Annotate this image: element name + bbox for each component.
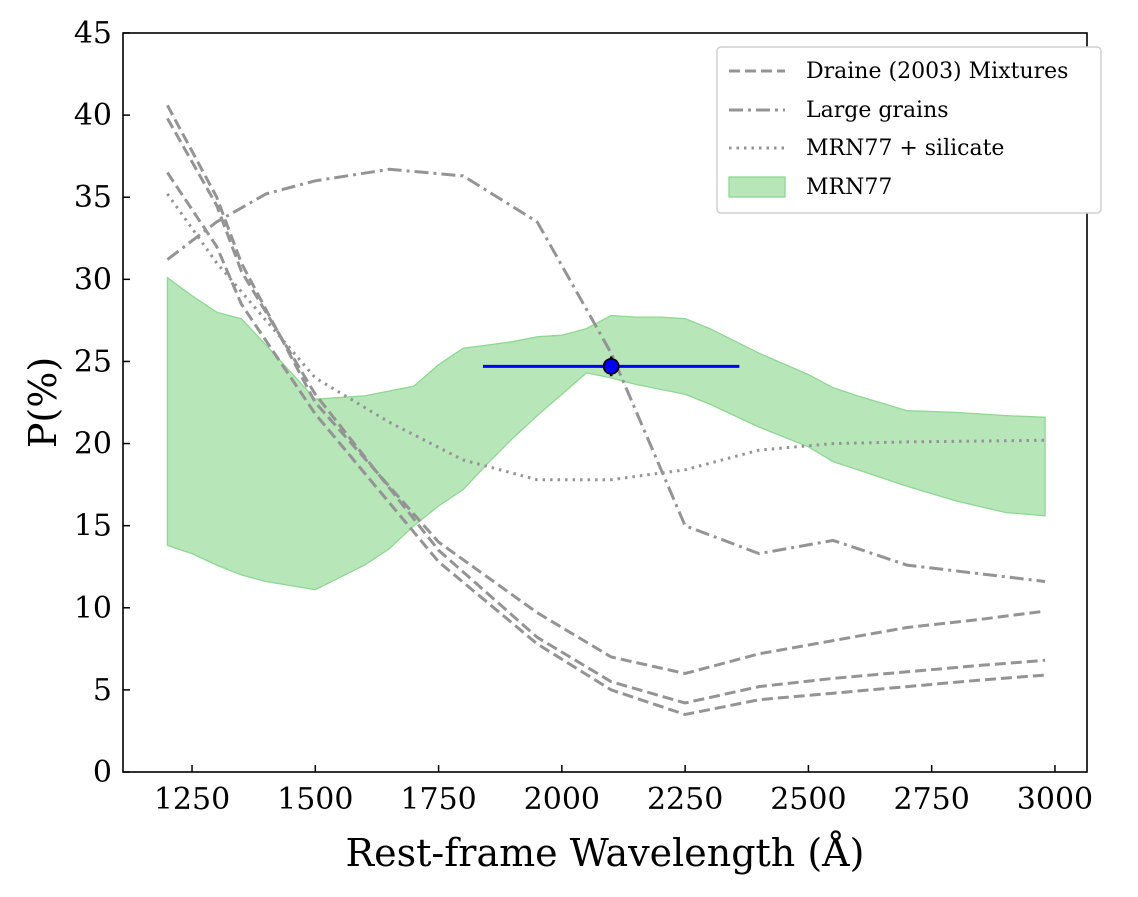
legend-label-draine: Draine (2003) Mixtures [806, 59, 1068, 84]
series-line-dashdot-3 [166, 167, 1046, 583]
legend-label-mrn77: MRN77 [806, 175, 892, 200]
y-tick-label-30: 30 [74, 262, 112, 297]
legend: Draine (2003) Mixtures Large grains MRN7… [716, 46, 1102, 214]
plot-frame [122, 32, 1088, 773]
series-line-dashed-0 [166, 104, 1046, 676]
series-line-dashed-2 [166, 171, 1046, 717]
observed-point [602, 357, 620, 375]
y-tick-label-35: 35 [74, 180, 112, 215]
x-axis-label: Rest-frame Wavelength (Å) [346, 831, 865, 875]
series-line-dotted-4 [166, 193, 1046, 482]
x-tick-label-2250: 2250 [647, 782, 723, 817]
legend-box [716, 46, 1102, 214]
x-tick-label-1750: 1750 [400, 782, 476, 817]
observed-point-layer [482, 356, 740, 377]
y-axis-ticks: 0 5 10 15 20 25 30 35 40 45 [74, 16, 130, 790]
legend-swatch-fill [728, 176, 786, 198]
y-axis-label: P(%) [21, 357, 65, 448]
x-tick-label-3000: 3000 [1017, 782, 1093, 817]
x-tick-label-2000: 2000 [524, 782, 600, 817]
y-tick-label-15: 15 [74, 509, 112, 544]
legend-label-mrn77-silicate: MRN77 + silicate [806, 136, 1004, 161]
x-tick-label-1250: 1250 [154, 782, 230, 817]
model-curves-layer [166, 104, 1046, 717]
x-tick-label-2750: 2750 [893, 782, 969, 817]
y-tick-label-20: 20 [74, 427, 112, 462]
y-tick-label-5: 5 [93, 673, 112, 708]
y-tick-label-45: 45 [74, 16, 112, 51]
x-tick-label-1500: 1500 [277, 782, 353, 817]
x-axis-ticks: 1250 1500 1750 2000 2250 2500 2750 3000 [154, 765, 1093, 817]
y-tick-label-40: 40 [74, 98, 112, 133]
y-tick-label-0: 0 [93, 755, 112, 790]
series-line-dashed-1 [166, 117, 1046, 705]
legend-label-large-grains: Large grains [806, 98, 949, 123]
y-tick-label-25: 25 [74, 344, 112, 379]
y-tick-label-10: 10 [74, 591, 112, 626]
mrn77-band-layer [166, 276, 1046, 591]
mrn77-band [166, 276, 1046, 591]
x-tick-label-2500: 2500 [770, 782, 846, 817]
